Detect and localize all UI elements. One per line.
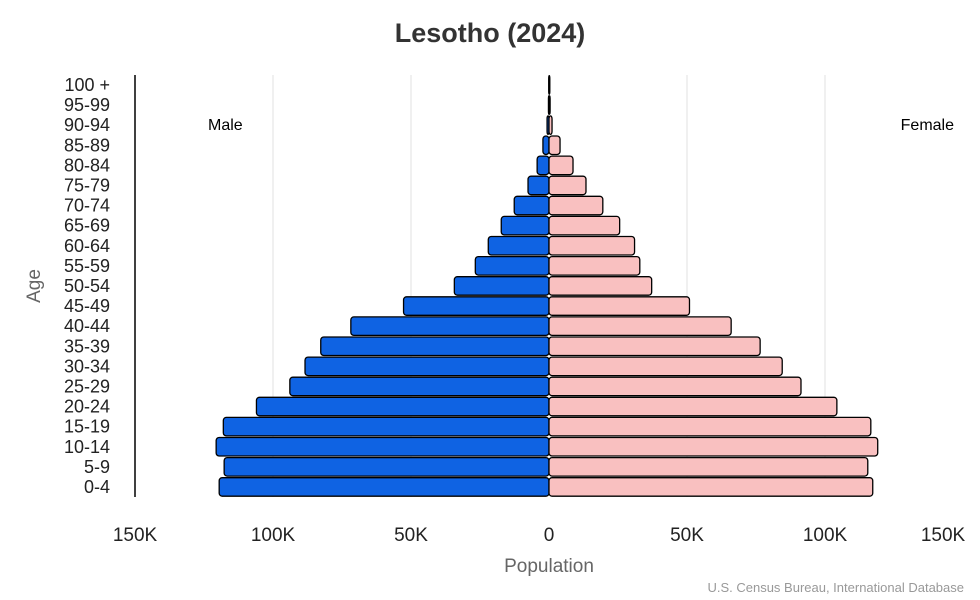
- female-bar-25-29: [548, 376, 802, 397]
- y-tick-label: 95-99: [64, 95, 110, 115]
- x-tick-label: 100K: [251, 525, 296, 546]
- female-bar-40-44: [548, 316, 732, 337]
- female-bar-65-69: [548, 215, 621, 236]
- male-bar-60-64: [487, 235, 550, 256]
- y-tick-label: 100 +: [64, 75, 110, 95]
- legend-male: Male: [208, 117, 243, 134]
- female-bar-90-94: [548, 115, 553, 136]
- female-bar-100: [548, 75, 551, 95]
- legend-female: Female: [901, 117, 954, 134]
- female-bar-50-54: [548, 276, 653, 296]
- female-bar-20-24: [548, 396, 838, 417]
- y-tick-label: 60-64: [64, 236, 110, 256]
- y-tick-label: 80-84: [64, 155, 110, 175]
- y-tick-label: 40-44: [64, 316, 110, 336]
- male-bar-40-44: [350, 316, 550, 337]
- male-bar-0-4: [218, 477, 550, 497]
- y-tick-label: 90-94: [64, 115, 110, 135]
- female-bar-35-39: [548, 336, 761, 357]
- x-tick-label: 50K: [394, 525, 428, 546]
- male-bar-75-79: [527, 175, 550, 196]
- female-bar-95-99: [548, 95, 551, 115]
- female-bar-45-49: [548, 296, 691, 316]
- male-bar-80-84: [536, 155, 550, 176]
- x-axis-label: Population: [504, 556, 594, 577]
- female-bar-0-4: [548, 477, 874, 497]
- y-tick-label: 45-49: [64, 296, 110, 316]
- y-tick-label: 10-14: [64, 437, 110, 457]
- y-tick-label: 70-74: [64, 196, 110, 216]
- male-bar-70-74: [513, 195, 550, 216]
- female-bar-75-79: [548, 175, 587, 196]
- x-tick-label: 150K: [113, 525, 158, 546]
- female-bar-85-89: [548, 135, 561, 156]
- female-bar-70-74: [548, 195, 604, 216]
- y-tick-label: 85-89: [64, 135, 110, 155]
- female-bar-15-19: [548, 416, 872, 437]
- male-bar-25-29: [289, 376, 550, 397]
- female-bar-5-9: [548, 456, 869, 477]
- male-bar-15-19: [222, 416, 550, 437]
- male-bar-45-49: [402, 296, 550, 316]
- x-tick-label: 50K: [670, 525, 704, 546]
- chart-title: Lesotho (2024): [395, 18, 586, 48]
- y-tick-label: 0-4: [84, 477, 110, 497]
- male-bar-5-9: [223, 456, 550, 477]
- male-bar-55-59: [474, 255, 550, 276]
- male-bar-20-24: [255, 396, 550, 417]
- male-bar-85-89: [542, 135, 550, 156]
- y-tick-label: 30-34: [64, 356, 110, 376]
- x-tick-label: 150K: [921, 525, 966, 546]
- male-bar-65-69: [500, 215, 550, 236]
- female-bar-60-64: [548, 235, 636, 256]
- female-bar-10-14: [548, 436, 879, 457]
- y-tick-label: 25-29: [64, 376, 110, 396]
- y-tick-label: 50-54: [64, 276, 110, 296]
- male-bar-30-34: [304, 356, 550, 377]
- female-bar-80-84: [548, 155, 574, 176]
- female-bar-30-34: [548, 356, 783, 377]
- y-axis-label: Age: [24, 269, 45, 303]
- y-tick-label: 35-39: [64, 336, 110, 356]
- y-tick-label: 55-59: [64, 256, 110, 276]
- x-tick-label: 0: [544, 525, 555, 546]
- male-bar-35-39: [320, 336, 550, 357]
- y-tick-label: 5-9: [84, 457, 110, 477]
- male-bar-50-54: [453, 276, 550, 296]
- y-tick-label: 15-19: [64, 417, 110, 437]
- y-tick-label: 20-24: [64, 397, 110, 417]
- source-note: U.S. Census Bureau, International Databa…: [707, 580, 964, 595]
- male-bar-10-14: [215, 436, 550, 457]
- x-tick-label: 100K: [803, 525, 848, 546]
- female-bar-55-59: [548, 255, 641, 276]
- y-tick-label: 65-69: [64, 216, 110, 236]
- y-tick-label: 75-79: [64, 175, 110, 195]
